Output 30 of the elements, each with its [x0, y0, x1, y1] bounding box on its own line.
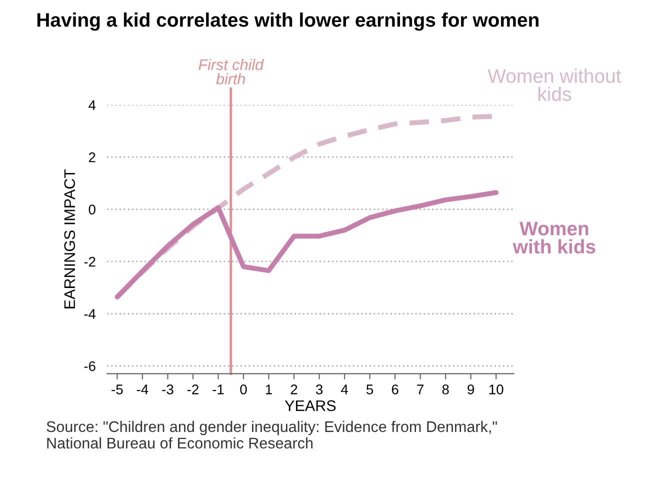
- x-tick-label: -2: [187, 384, 198, 394]
- x-tick-label: 2: [290, 384, 298, 394]
- x-tick-label: 4: [340, 384, 348, 394]
- source-note: Source: "Children and gender inequality: Evidence from Denmark," National Bureau of Economic Research: [46, 420, 497, 449]
- x-tick-label: -3: [162, 384, 174, 394]
- line-series: [114, 190, 499, 300]
- x-tick-label: 5: [366, 384, 374, 394]
- y-tick-label: -2: [84, 256, 96, 267]
- y-tick-label: 4: [88, 100, 96, 110]
- x-tick-label: 9: [468, 384, 474, 394]
- series-label: Women without kids: [488, 68, 622, 102]
- y-tick-label: -6: [84, 361, 96, 372]
- x-tick-label: -5: [112, 384, 123, 394]
- x-tick-label: 1: [266, 384, 272, 394]
- x-tick-label: 8: [442, 384, 449, 394]
- x-tick-label: 3: [316, 384, 323, 394]
- x-tick-label: -4: [136, 384, 148, 394]
- x-tick-label: 7: [417, 384, 424, 394]
- x-tick-label: 0: [240, 384, 247, 394]
- y-tick-label: 0: [88, 204, 96, 214]
- x-tick-label: 10: [489, 384, 504, 394]
- y-tick-label: 2: [88, 152, 96, 162]
- y-axis-title: EARNINGS IMPACT: [64, 169, 76, 308]
- series-label: Women with kids: [512, 222, 596, 254]
- ref-line-label: First child birth: [198, 58, 264, 84]
- y-tick-label: -4: [84, 309, 96, 319]
- chart-title: Having a kid correlates with lower earnings for women: [37, 12, 538, 31]
- x-axis-title: YEARS: [284, 400, 336, 412]
- x-tick-label: -1: [212, 384, 224, 394]
- x-tick-label: 6: [392, 384, 398, 394]
